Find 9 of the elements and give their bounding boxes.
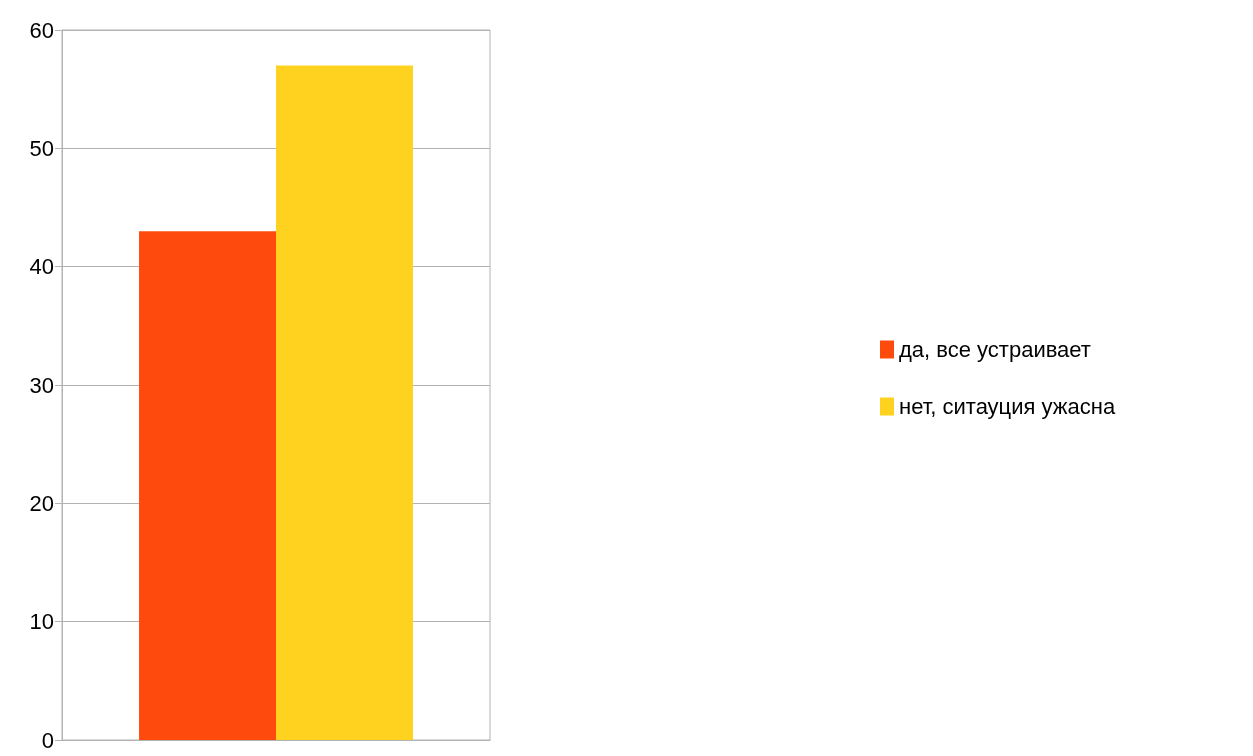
y-tick-label: 0 — [41, 727, 54, 753]
y-tick-label: 50 — [29, 135, 54, 161]
legend-label: нет, ситауция ужасна — [899, 394, 1116, 419]
y-tick-label: 30 — [29, 372, 54, 398]
legend-label: да, все устраивает — [899, 337, 1091, 362]
y-tick-label: 60 — [29, 17, 54, 43]
y-tick-label: 40 — [29, 254, 54, 280]
y-tick-label: 10 — [29, 609, 54, 635]
y-tick-label: 20 — [29, 490, 54, 516]
